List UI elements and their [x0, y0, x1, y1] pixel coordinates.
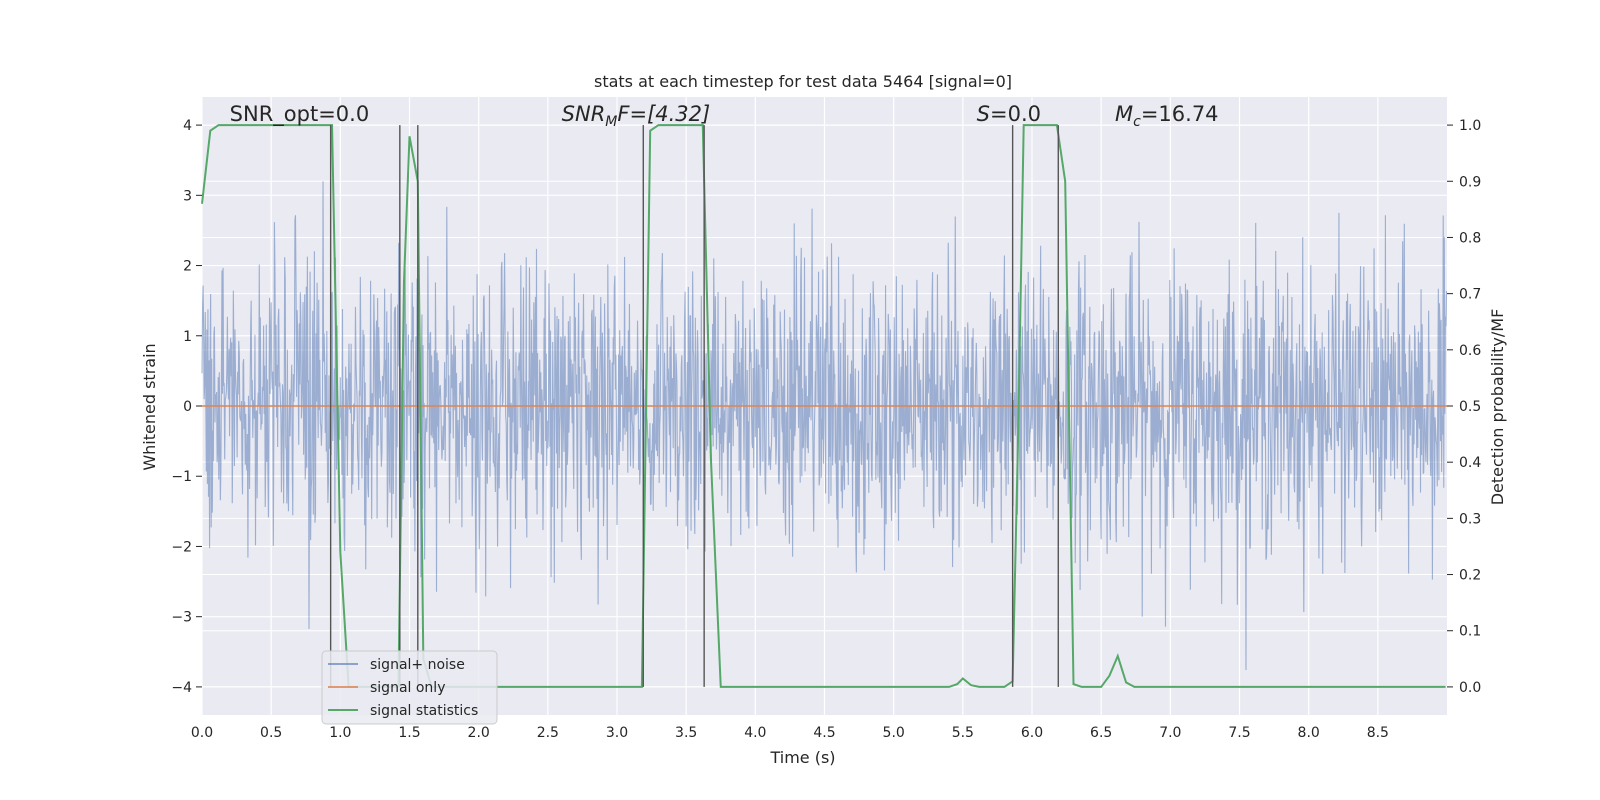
x-tick-label: 8.5 — [1367, 725, 1389, 741]
y2-tick-label: 1.0 — [1459, 118, 1481, 134]
y2-tick-label: 0.2 — [1459, 568, 1481, 584]
x-axis-label: Time (s) — [769, 748, 835, 767]
x-tick-label: 0.0 — [191, 725, 213, 741]
x-tick-label: 6.5 — [1090, 725, 1112, 741]
x-tick-label: 6.0 — [1021, 725, 1043, 741]
y2-tick-label: 0.1 — [1459, 624, 1481, 640]
y-tick-label: −4 — [171, 680, 192, 696]
x-tick-label: 8.0 — [1298, 725, 1320, 741]
x-tick-label: 2.0 — [468, 725, 490, 741]
annotation-label: Mc=16.74 — [1115, 102, 1219, 130]
annotation-label: SNRMF=[4.32] — [562, 102, 711, 130]
y2-tick-label: 0.5 — [1459, 399, 1481, 415]
y2-tick-label: 0.6 — [1459, 343, 1481, 359]
y2-tick-label: 0.3 — [1459, 511, 1481, 527]
y2-tick-label: 0.4 — [1459, 455, 1481, 471]
series-signal-noise-line — [201, 181, 1448, 671]
x-tick-label: 4.0 — [744, 725, 766, 741]
chart-title: stats at each timestep for test data 546… — [594, 72, 1012, 91]
y-tick-label: 1 — [183, 329, 192, 345]
x-tick-label: 7.0 — [1159, 725, 1181, 741]
x-tick-label: 7.5 — [1228, 725, 1250, 741]
x-tick-label: 0.5 — [260, 725, 282, 741]
y-axis-label: Whitened strain — [140, 343, 159, 470]
y-tick-label: 0 — [183, 399, 192, 415]
y2-axis-label: Detection probability/MF — [1488, 309, 1507, 506]
legend-box — [321, 650, 498, 725]
legend-item-label: signal+ noise — [370, 657, 465, 673]
y2-tick-label: 0.0 — [1459, 680, 1481, 696]
annotation-label: SNR_opt=0.0 — [230, 102, 370, 127]
y-tick-label: −2 — [171, 539, 192, 555]
x-tick-label: 2.5 — [537, 725, 559, 741]
y-tick-label: 2 — [183, 259, 192, 275]
y-tick-label: −1 — [171, 469, 192, 485]
legend-item-label: signal only — [370, 680, 445, 696]
y-tick-label: −3 — [171, 610, 192, 626]
x-tick-label: 1.0 — [329, 725, 351, 741]
x-tick-label: 1.5 — [398, 725, 420, 741]
x-tick-label: 5.5 — [952, 725, 974, 741]
y-tick-label: 4 — [183, 118, 192, 134]
x-tick-label: 3.5 — [675, 725, 697, 741]
x-tick-label: 4.5 — [813, 725, 835, 741]
y2-tick-label: 0.8 — [1459, 230, 1481, 246]
y-tick-label: 3 — [183, 188, 192, 204]
y2-tick-label: 0.9 — [1459, 174, 1481, 190]
legend-item-label: signal statistics — [370, 703, 478, 719]
annotation-label: S=0.0 — [977, 102, 1041, 126]
y2-tick-label: 0.7 — [1459, 287, 1481, 303]
x-tick-label: 5.0 — [883, 725, 905, 741]
x-tick-label: 3.0 — [606, 725, 628, 741]
